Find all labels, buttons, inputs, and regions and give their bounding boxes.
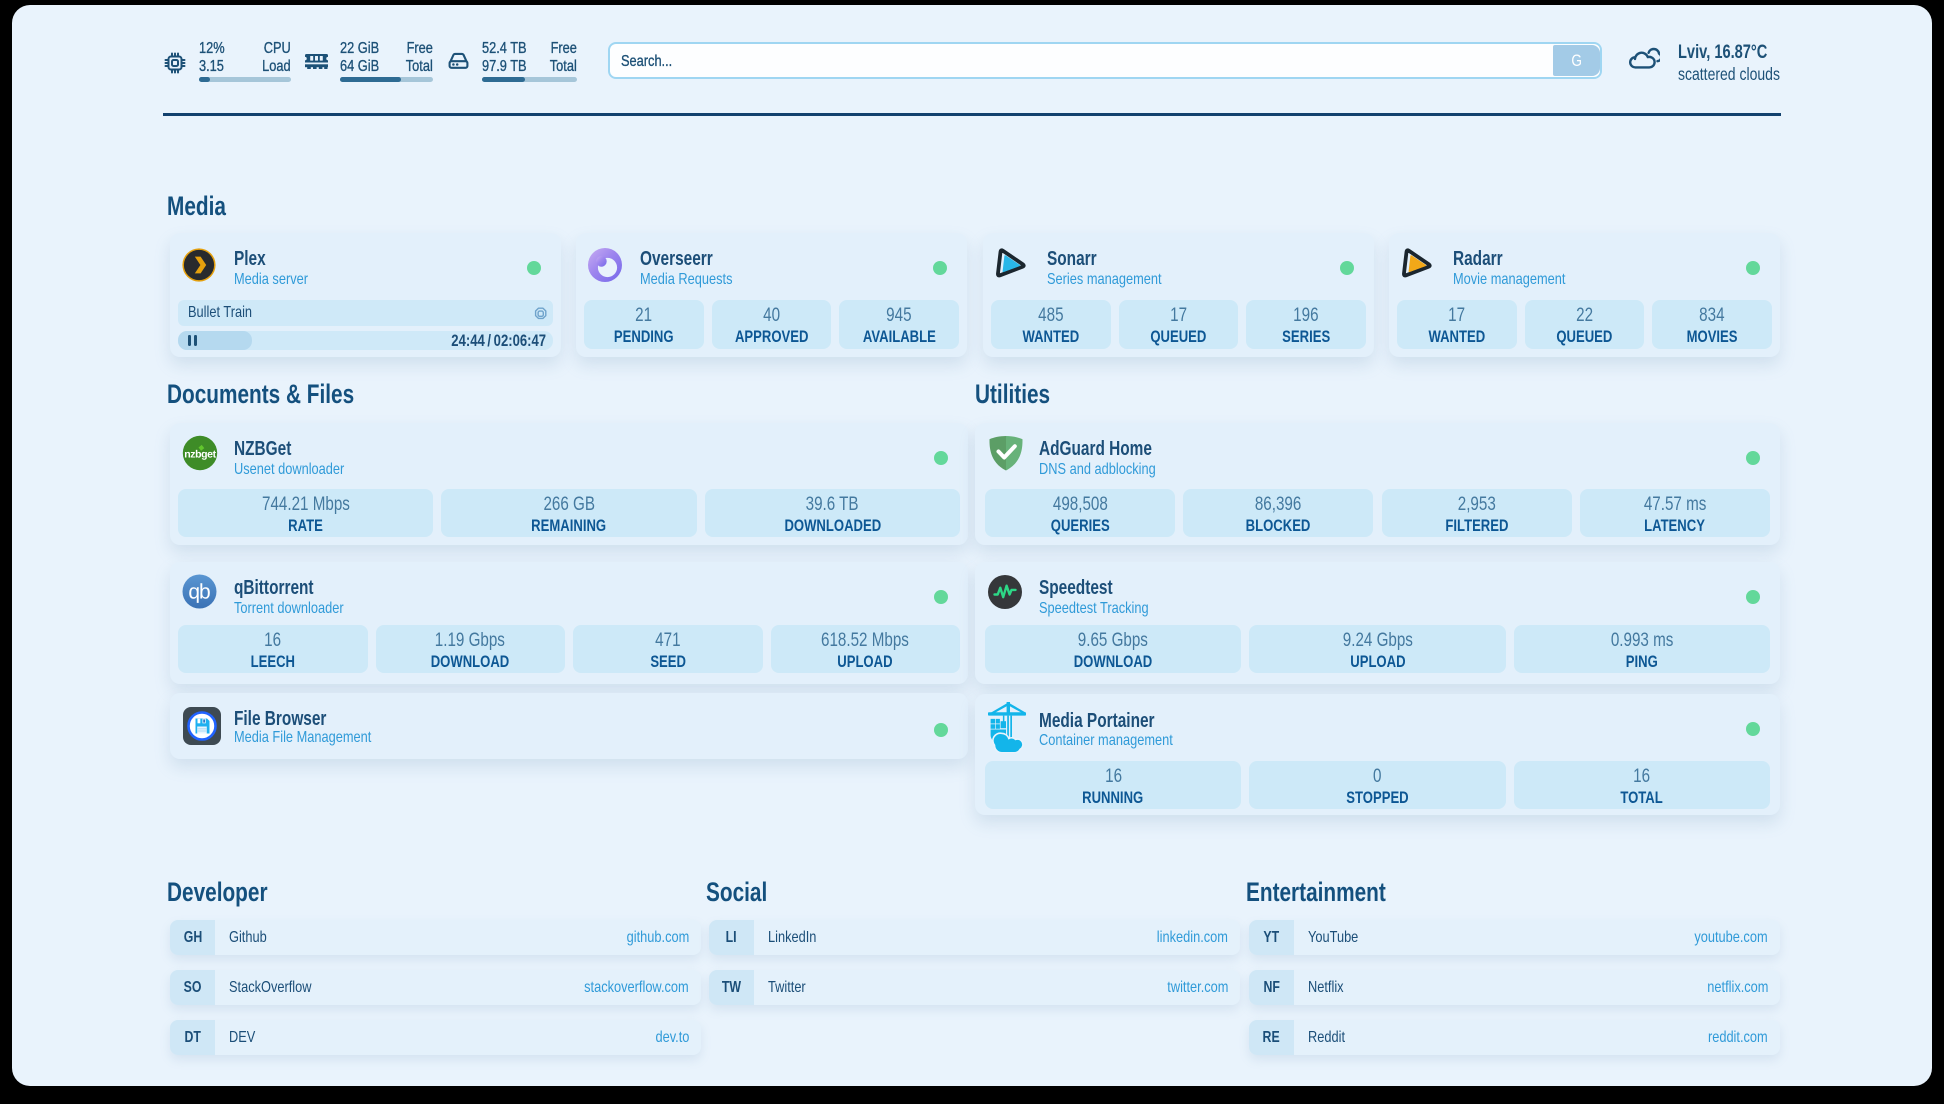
svg-text:nzbget: nzbget xyxy=(184,449,216,461)
svg-text:qb: qb xyxy=(188,581,210,604)
